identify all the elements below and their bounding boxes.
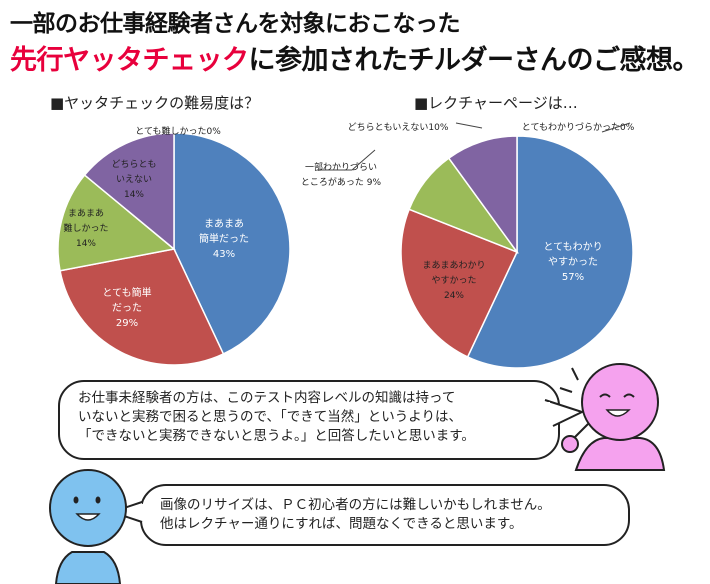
chart2-slice-label-4: とてもわかりづらかった0% <box>522 122 635 133</box>
bubble-1-tail-icon <box>544 399 583 427</box>
chart1-slice-label-0: まあまあ簡単だった 43% <box>199 218 249 260</box>
comment-2-line: 他はレクチャー通りにすれば、問題なくできると思います。 <box>160 516 523 532</box>
comment-2-line: 画像のリサイズは、ＰＣ初心者の方には難しいかもしれません。 <box>160 497 551 513</box>
header-line2: 先行ヤッタチェックに参加されたチルダーさんのご感想。 <box>10 38 699 77</box>
chart1-slice-1 <box>59 248 225 366</box>
chart1-title: ■ヤッタチェックの難易度は？ <box>50 94 260 112</box>
chart2-slice-0 <box>466 135 634 369</box>
chart1-slice-label-3: どちらともいえない 14% <box>111 159 156 200</box>
comment-2-text: 画像のリサイズは、ＰＣ初心者の方には難しいかもしれません。 他はレクチャー通りに… <box>160 496 551 534</box>
chart2-title: ■レクチャーページは… <box>414 94 578 112</box>
header-line1: 一部のお仕事経験者さんを対象におこなった <box>10 11 461 37</box>
pink-character-icon <box>559 363 666 471</box>
chart1-slice-label-2: まあまあ難しかった 14% <box>63 208 108 249</box>
chart1-slice-2 <box>57 174 176 272</box>
header-accent: 先行ヤッタチェック <box>10 45 249 76</box>
leader-line-0 <box>317 149 376 171</box>
chart1-slice-label-1: とても簡単だった 29% <box>102 286 151 329</box>
comment-bubble-2 <box>140 484 630 546</box>
comment-bubble-1 <box>58 380 560 460</box>
chart1-slice-label-4: とても難しかった0% <box>135 125 221 137</box>
chart1-slice-3 <box>83 132 175 251</box>
chart2-slice-label-1: まあまあわかりやすかった 24% <box>422 260 485 301</box>
blue-character-icon <box>49 469 127 584</box>
comment-1-text: お仕事未経験者の方は、このテスト内容レベルの知識は持って いないと実務で困ると思… <box>78 389 475 446</box>
leader-line-2 <box>601 122 631 133</box>
comment-1-line: 「できないと実務できないと思うよ。」と回答したいと思います。 <box>78 428 475 444</box>
chart2-slice-label-0: とてもわかりやすかった 57% <box>543 241 602 283</box>
header-rest: に参加されたチルダーさんのご感想。 <box>248 45 700 76</box>
chart1-slice-0 <box>173 132 291 355</box>
comment-1-line: いないと実務で困ると思うので、「できて当然」というよりは、 <box>78 409 462 425</box>
leader-line-1 <box>455 122 483 129</box>
chart2-slice-1 <box>400 208 519 358</box>
chart2-slice-label-3: どちらともいえない10% <box>348 122 449 133</box>
comment-1-line: お仕事未経験者の方は、このテスト内容レベルの知識は持って <box>78 390 456 406</box>
chart2-slice-3 <box>447 135 518 255</box>
